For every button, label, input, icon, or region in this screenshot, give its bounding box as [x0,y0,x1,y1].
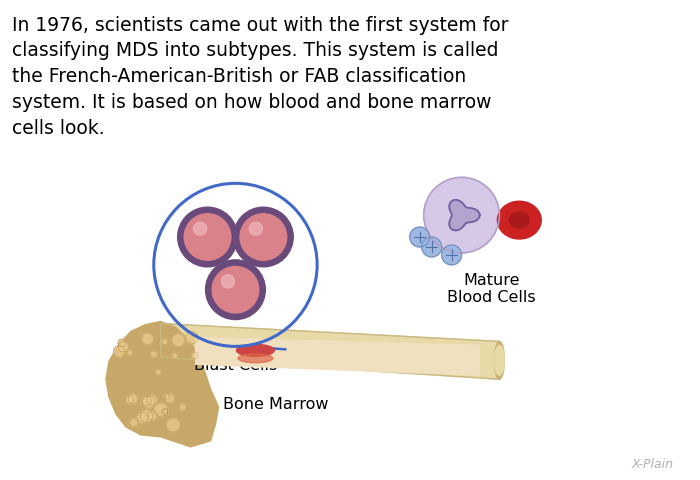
Ellipse shape [498,201,541,239]
Circle shape [125,396,134,404]
Circle shape [206,260,265,320]
Polygon shape [161,324,499,379]
Circle shape [424,178,499,253]
Circle shape [184,214,231,260]
Circle shape [442,245,461,265]
Text: In 1976, scientists came out with the first system for
classifying MDS into subt: In 1976, scientists came out with the fi… [12,16,508,138]
Circle shape [178,207,237,267]
Circle shape [118,342,129,352]
Circle shape [165,393,174,403]
Circle shape [128,394,138,404]
Circle shape [167,418,180,432]
Circle shape [130,419,138,427]
Circle shape [155,370,161,375]
Circle shape [162,409,168,416]
Circle shape [179,404,186,410]
Circle shape [140,410,153,422]
Circle shape [421,237,442,257]
Circle shape [147,395,158,405]
Polygon shape [195,337,480,375]
Text: Bone Marrow: Bone Marrow [223,397,328,412]
Ellipse shape [494,341,505,379]
Polygon shape [106,322,218,447]
Circle shape [127,350,132,356]
Circle shape [150,351,158,358]
Polygon shape [449,200,480,230]
Circle shape [172,334,185,347]
Circle shape [221,275,234,288]
Circle shape [212,266,259,313]
Circle shape [118,339,125,347]
Circle shape [193,222,206,235]
Circle shape [141,396,151,406]
Text: Mature
Blood Cells: Mature Blood Cells [447,273,536,305]
Circle shape [148,411,158,420]
Ellipse shape [238,354,273,363]
Circle shape [172,353,178,359]
Circle shape [240,214,287,260]
Circle shape [142,333,153,345]
Circle shape [234,207,293,267]
Circle shape [186,332,198,344]
Circle shape [162,408,168,414]
Circle shape [249,222,262,235]
Text: X-Plain: X-Plain [631,457,673,471]
Ellipse shape [494,346,505,375]
Circle shape [143,396,155,408]
Circle shape [191,352,198,359]
Circle shape [136,412,148,423]
Circle shape [164,394,169,399]
Circle shape [113,346,125,357]
Ellipse shape [237,344,274,356]
Text: Blast Cells: Blast Cells [194,358,277,373]
Ellipse shape [510,212,529,228]
Circle shape [154,403,168,417]
Circle shape [162,339,168,345]
Circle shape [410,227,430,247]
